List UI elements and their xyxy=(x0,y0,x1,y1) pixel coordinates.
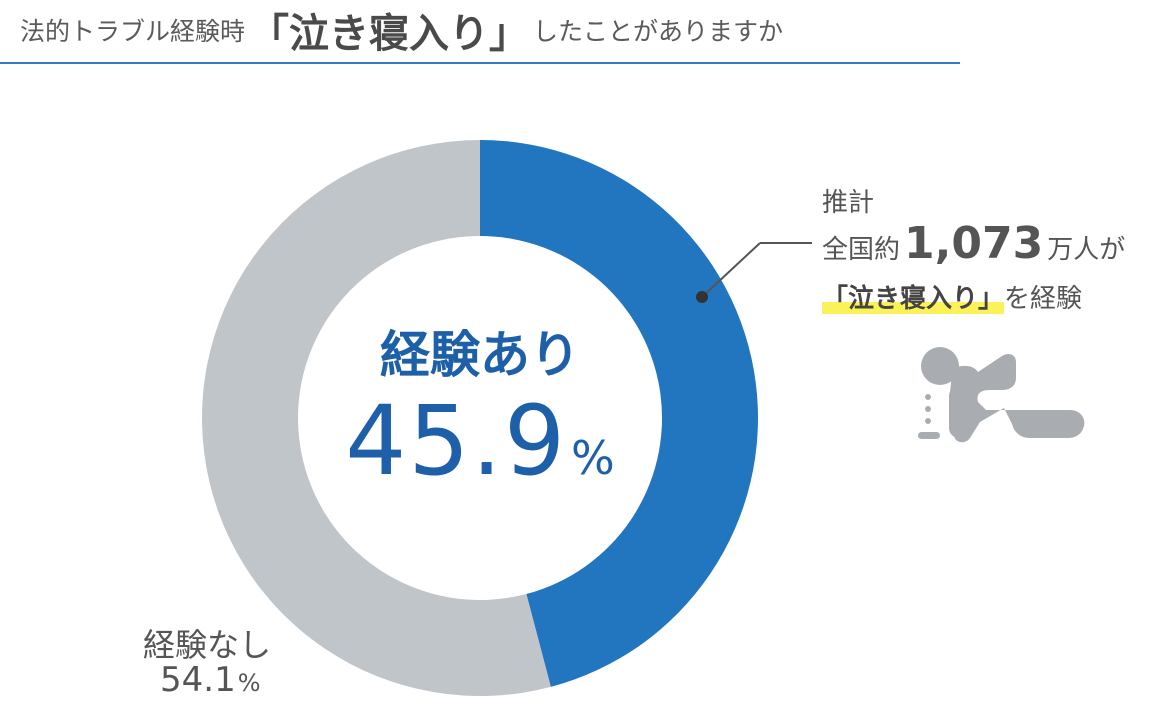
experienced-slice-label: 経験あり xyxy=(380,326,580,384)
annotation-population-suffix: 万人が xyxy=(1047,235,1126,265)
annotation-leader-dot xyxy=(696,291,708,303)
annotation-experience: 「泣き寝入り」を経験 xyxy=(822,278,1082,315)
title-underline xyxy=(0,62,960,64)
not-experienced-value-number: 54.1 xyxy=(160,660,236,700)
slice-experienced xyxy=(480,140,759,687)
page-title: 法的トラブル経験時 「泣き寝入り」 したことがありますか xyxy=(20,0,783,60)
not-experienced-slice-value: 54.1% xyxy=(160,660,261,700)
crying-kneeling-person-icon xyxy=(918,347,1085,443)
title-prefix: 法的トラブル経験時 xyxy=(20,17,246,46)
not-experienced-slice-label: 経験なし xyxy=(143,626,272,664)
not-experienced-value-unit: % xyxy=(237,669,261,697)
annotation-population: 全国約1,073 万人が xyxy=(822,218,1125,269)
experienced-value-number: 45.9 xyxy=(345,385,568,497)
experienced-slice-value: 45.9% xyxy=(300,385,660,497)
annotation-population-prefix: 全国約 xyxy=(822,235,901,265)
annotation-experience-suffix: を経験 xyxy=(1004,284,1083,314)
annotation-estimate-label: 推計 xyxy=(822,188,875,218)
slice-not-experienced xyxy=(202,140,551,696)
annotation-highlight: 「泣き寝入り」 xyxy=(822,284,1005,314)
title-emphasis: 「泣き寝入り」 xyxy=(249,11,530,57)
annotation-leader-line xyxy=(701,242,761,298)
title-suffix: したことがありますか xyxy=(533,17,784,46)
annotation-population-number: 1,073 xyxy=(904,218,1044,269)
experienced-value-unit: % xyxy=(571,431,615,485)
